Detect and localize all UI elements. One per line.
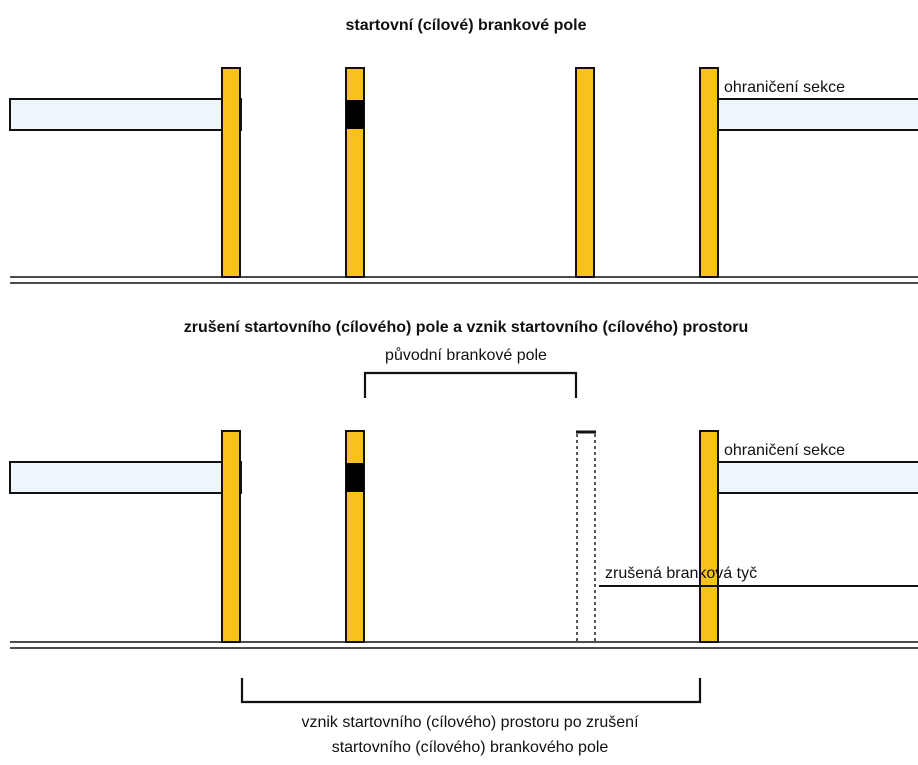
bottom-right-section-bar [699,461,918,494]
top-diagram: startovní (cílové) brankové pole ohranič… [9,17,918,284]
start-area-label-line1: vznik startovního (cílového) prostoru po… [301,714,639,731]
top-ground-line [10,276,918,284]
top-left-section-bar [9,98,242,131]
top-gate-pole-2 [345,67,365,278]
original-gate-field-label: původní brankové pole [385,346,547,364]
top-right-section-bar [699,98,918,131]
bottom-section-boundary-label: ohraničení sekce [724,442,845,459]
removed-gate-pole-label: zrušená branková tyč [605,565,757,582]
top-section-boundary-label: ohraničení sekce [724,79,845,96]
bottom-left-section-bar [9,461,242,494]
top-gate-pole-3 [575,67,595,278]
bottom-gate-pole-4 [699,430,719,643]
bottom-diagram: zrušení startovního (cílového) pole a vz… [9,319,918,756]
bottom-gate-pole-2 [345,430,365,643]
original-gate-field-bracket [363,371,578,398]
top-gate-pole-2-marker [346,100,364,129]
top-gate-pole-4 [699,67,719,278]
bottom-gate-pole-1 [221,430,241,643]
top-gate-pole-1 [221,67,241,278]
bottom-ground-line [10,641,918,649]
start-area-label-line2: startovního (cílového) brankového pole [332,739,609,756]
bottom-gate-pole-2-marker [346,463,364,492]
start-area-bracket [240,678,702,704]
top-title: startovní (cílové) brankové pole [346,17,587,34]
bottom-title: zrušení startovního (cílového) pole a vz… [184,319,749,336]
removed-gate-pole [576,430,596,642]
